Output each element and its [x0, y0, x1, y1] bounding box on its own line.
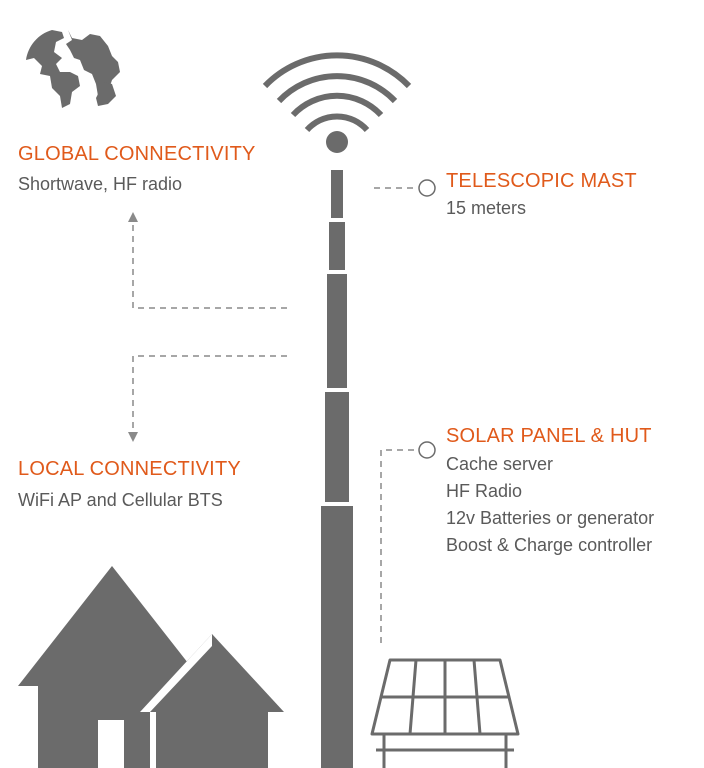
- solar-panel-icon: [370, 658, 520, 768]
- solar-panel-hut-title: SOLAR PANEL & HUT: [446, 425, 652, 447]
- solar-endpoint-circle: [418, 441, 436, 459]
- solar-equipment-item: Cache server: [446, 454, 554, 474]
- globe-icon: [26, 30, 120, 108]
- solar-equipment-item: HF Radio: [446, 481, 523, 501]
- local-connectivity-title: LOCAL CONNECTIVITY: [18, 458, 241, 480]
- arrowheads: [128, 212, 138, 442]
- telescopic-mast-icon: [321, 170, 353, 768]
- local-connector: [132, 355, 287, 432]
- solar-connector: [380, 449, 418, 643]
- house-separators: [98, 634, 212, 768]
- telescopic-mast-title: TELESCOPIC MAST: [446, 170, 637, 192]
- wifi-signal-icon: [262, 52, 412, 133]
- house-door: [98, 720, 124, 768]
- solar-equipment-list: Cache server HF Radio 12v Batteries or g…: [446, 451, 654, 559]
- solar-equipment-item: 12v Batteries or generator: [446, 508, 655, 528]
- solar-equipment-item: Boost & Charge controller: [446, 535, 653, 555]
- global-connectivity-subtitle: Shortwave, HF radio: [18, 174, 183, 194]
- local-connectivity-subtitle: WiFi AP and Cellular BTS: [18, 490, 223, 510]
- dashed-connectors: [132, 187, 418, 643]
- telescopic-mast-subtitle: 15 meters: [446, 198, 527, 218]
- connector-endpoints: [418, 179, 436, 459]
- global-connector: [132, 222, 287, 309]
- mast-endpoint-circle: [418, 179, 436, 197]
- up-arrow-icon: [128, 212, 138, 222]
- global-connectivity-title: GLOBAL CONNECTIVITY: [18, 143, 256, 165]
- antenna-dot: [326, 131, 348, 153]
- down-arrow-icon: [128, 432, 138, 442]
